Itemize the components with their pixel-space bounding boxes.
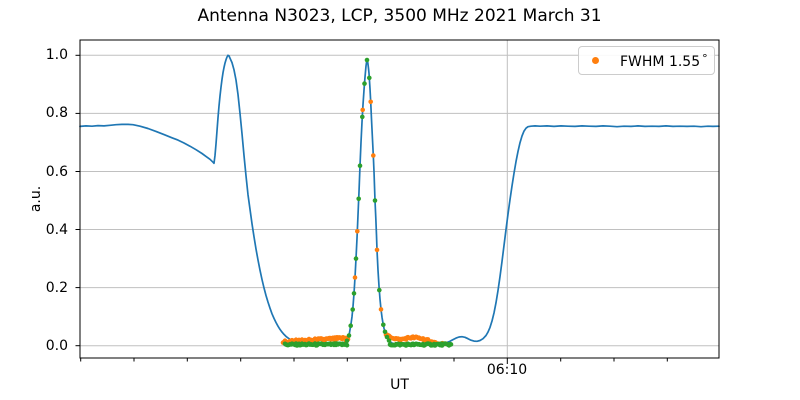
y-tick-label: 0.2 xyxy=(45,279,68,296)
fwhm-fit-orange-scatter xyxy=(280,99,449,347)
x-axis-label: UT xyxy=(390,377,409,393)
y-axis-label: a.u. xyxy=(28,185,44,213)
legend-label: FWHM 1.55 ° xyxy=(620,51,708,70)
y-tick-label: 1.0 xyxy=(45,47,68,64)
chart-title: Antenna N3023, LCP, 3500 MHz 2021 March … xyxy=(197,6,602,26)
y-tick-label: 0.4 xyxy=(45,221,68,238)
degree-symbol: ° xyxy=(702,51,708,65)
axes-spines xyxy=(79,39,720,359)
legend: FWHM 1.55 ° xyxy=(578,46,715,75)
legend-marker-dot xyxy=(592,57,599,64)
fit-samples-green-scatter xyxy=(282,57,454,348)
y-tick-label: 0.6 xyxy=(45,163,68,180)
signal-line xyxy=(79,54,720,346)
y-tick-label: 0.0 xyxy=(45,337,68,354)
y-tick-label: 0.8 xyxy=(45,105,68,122)
x-tick-label-0610: 06:10 xyxy=(486,362,528,378)
